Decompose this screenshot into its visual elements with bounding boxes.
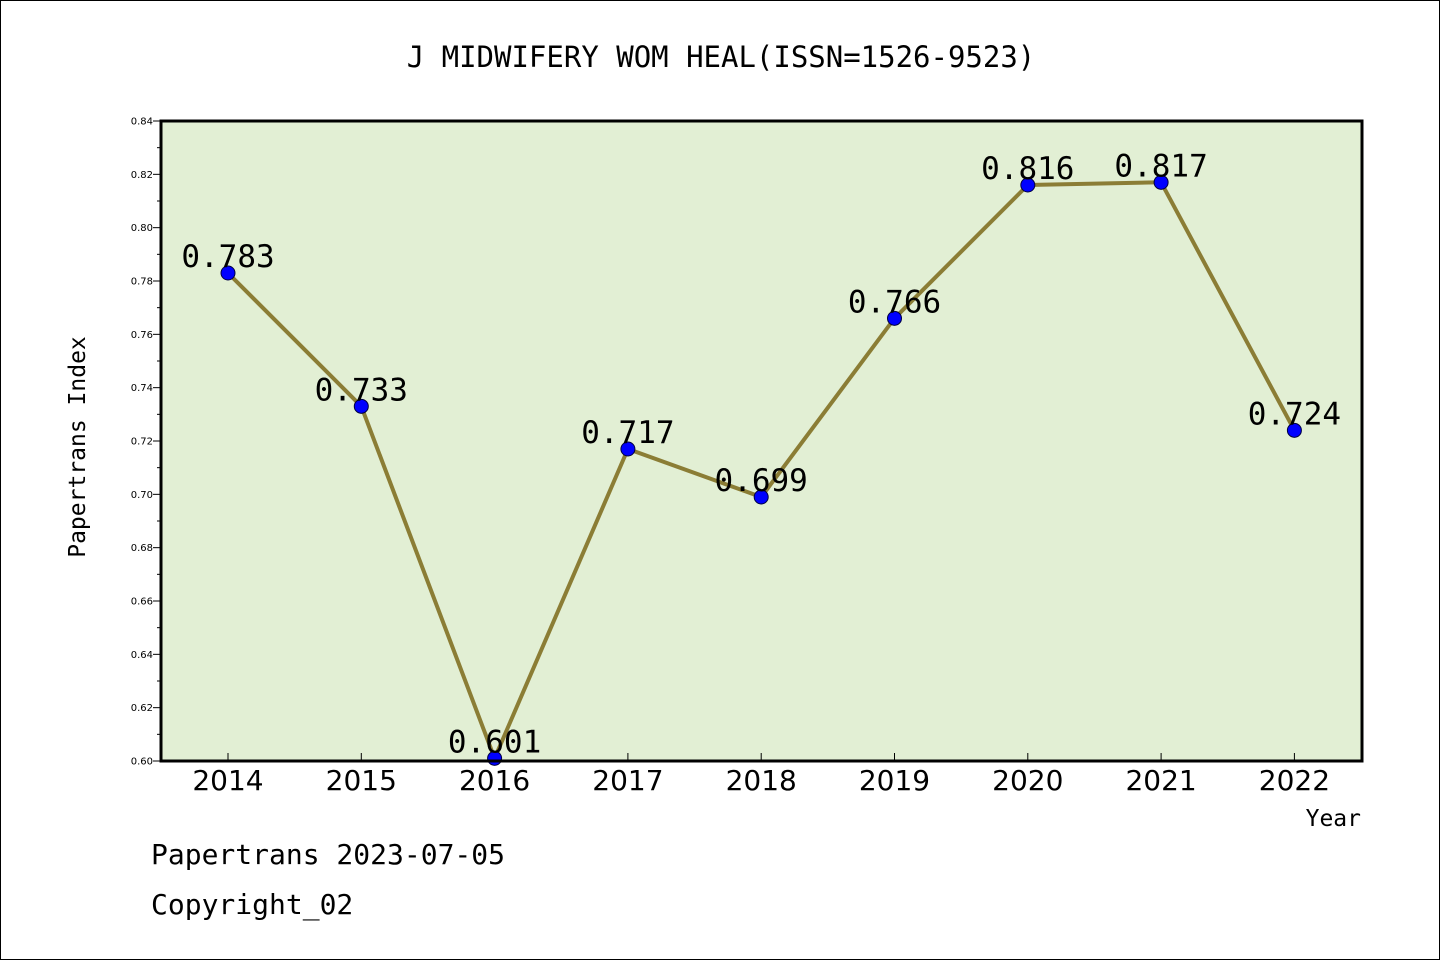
data-label: 0.816 bbox=[981, 151, 1074, 187]
x-axis-label: Year bbox=[1306, 806, 1361, 832]
data-label: 0.724 bbox=[1248, 396, 1341, 432]
data-point-marker bbox=[1020, 177, 1036, 193]
x-tick-label: 2017 bbox=[592, 764, 663, 797]
x-tick-label: 2019 bbox=[859, 764, 930, 797]
plot-area bbox=[161, 121, 1362, 761]
x-tick-label: 2016 bbox=[459, 764, 530, 797]
chart-title: J MIDWIFERY WOM HEAL(ISSN=1526-9523) bbox=[407, 40, 1036, 74]
data-point-marker bbox=[753, 489, 769, 505]
y-tick-label: 0.78 bbox=[131, 277, 153, 288]
y-tick-label: 0.68 bbox=[131, 543, 153, 554]
y-tick-label: 0.76 bbox=[131, 330, 153, 341]
footer-copyright: Copyright_02 bbox=[151, 888, 353, 922]
x-tick-label: 2014 bbox=[192, 764, 263, 797]
y-axis-label: Papertrans Index bbox=[65, 336, 91, 558]
y-tick-label: 0.80 bbox=[131, 223, 153, 234]
data-label: 0.733 bbox=[315, 372, 408, 408]
x-tick-label: 2022 bbox=[1259, 764, 1330, 797]
x-tick-label: 2020 bbox=[992, 764, 1063, 797]
x-tick-label: 2015 bbox=[326, 764, 397, 797]
y-tick-label: 0.64 bbox=[131, 650, 153, 661]
data-label: 0.766 bbox=[848, 284, 941, 320]
y-tick-label: 0.62 bbox=[131, 703, 153, 714]
data-label: 0.699 bbox=[715, 463, 808, 499]
data-point-marker bbox=[220, 265, 236, 281]
y-tick-label: 0.70 bbox=[131, 490, 153, 501]
data-labels: 0.783 0.733 0.601 0.717 0.699 0.766 0.816 0.817… bbox=[181, 148, 1341, 760]
data-label: 0.817 bbox=[1114, 148, 1207, 184]
data-label: 0.717 bbox=[581, 415, 674, 451]
footer-source: Papertrans 2023-07-05 bbox=[151, 838, 505, 871]
y-tick-label: 0.72 bbox=[131, 437, 153, 448]
data-label: 0.601 bbox=[448, 724, 541, 760]
data-point-marker bbox=[1153, 174, 1169, 190]
y-axis: 0.60 0.62 0.64 0.66 0.68 0.70 0.72 0.74 0.76 0.78… bbox=[131, 117, 161, 768]
data-point-marker bbox=[353, 398, 369, 414]
y-tick-label: 0.82 bbox=[131, 170, 153, 181]
x-axis: 2014 2015 2016 2017 2018 2019 2020 2021 2022 bbox=[192, 753, 1330, 797]
plot-border bbox=[159, 119, 1364, 763]
y-tick-label: 0.84 bbox=[131, 117, 153, 128]
y-tick-label: 0.66 bbox=[131, 597, 153, 608]
x-tick-label: 2018 bbox=[726, 764, 797, 797]
y-tick-label: 0.60 bbox=[131, 757, 153, 768]
y-tick-label: 0.74 bbox=[131, 383, 153, 394]
x-tick-label: 2021 bbox=[1125, 764, 1196, 797]
data-point-marker bbox=[887, 310, 902, 326]
data-label: 0.783 bbox=[181, 239, 274, 275]
data-point-marker bbox=[1286, 422, 1302, 438]
data-point-marker bbox=[620, 441, 636, 457]
